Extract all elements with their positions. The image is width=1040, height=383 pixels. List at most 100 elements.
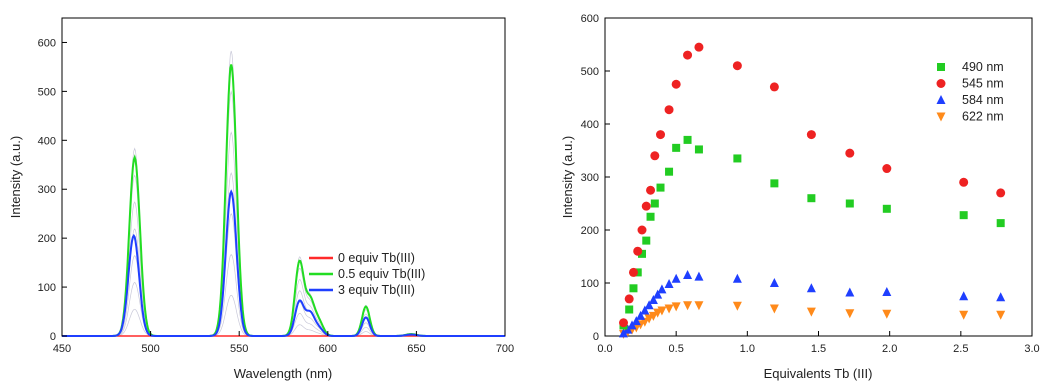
data-point-triangle-up <box>732 273 742 283</box>
data-point-circle <box>769 82 779 92</box>
data-point-triangle-down <box>648 311 658 321</box>
right-x-tick-label: 3.0 <box>1024 343 1039 355</box>
data-point-square <box>672 143 681 152</box>
data-point-circle <box>882 164 892 174</box>
data-point-circle <box>633 246 643 256</box>
left-legend: 0 equiv Tb(III) 0.5 equiv Tb(III) 3 equiv … <box>309 251 425 297</box>
spectrum-chart: 450 500 550 600 650 700 0 100 200 300 400 500 600 W… <box>8 17 514 381</box>
data-point-square <box>656 183 665 192</box>
data-point-triangle-up <box>619 328 629 338</box>
data-point-triangle-up <box>648 294 658 304</box>
data-point-square <box>646 212 655 221</box>
left-legend-label: 0.5 equiv Tb(III) <box>338 267 425 281</box>
right-legend-label: 622 nm <box>962 110 1004 124</box>
left-legend-label: 3 equiv Tb(III) <box>338 283 415 297</box>
data-point-circle <box>732 61 742 71</box>
right-legend-marker <box>936 112 946 122</box>
data-point-square <box>959 211 968 220</box>
data-point-circle <box>671 79 681 89</box>
right-y-tick-label: 500 <box>581 66 599 78</box>
data-point-triangle-up <box>640 305 650 315</box>
right-x-axis-label: Equivalents Tb (III) <box>764 366 873 381</box>
data-point-circle <box>650 151 660 161</box>
titration-curves <box>62 50 505 337</box>
left-x-ticks: 450 500 550 600 650 700 <box>53 331 514 355</box>
data-point-square <box>642 236 651 245</box>
right-x-tick-label: 0.5 <box>669 343 684 355</box>
left-x-axis-label: Wavelength (nm) <box>234 366 333 381</box>
data-point-triangle-down <box>769 304 779 314</box>
right-legend-label: 490 nm <box>962 60 1004 74</box>
right-x-tick-label: 1.5 <box>811 343 826 355</box>
data-point-triangle-down <box>640 317 650 327</box>
data-point-triangle-up <box>694 271 704 281</box>
data-point-triangle-up <box>653 289 663 299</box>
right-y-tick-label: 600 <box>581 13 599 25</box>
left-legend-label: 0 equiv Tb(III) <box>338 251 415 265</box>
data-point-triangle-up <box>631 316 641 326</box>
data-point-square <box>807 194 816 203</box>
titration-curve <box>62 90 505 337</box>
data-point-square <box>845 199 854 208</box>
right-y-ticks: 0 100 200 300 400 500 600 <box>581 13 610 343</box>
data-point-triangle-down <box>694 301 704 311</box>
data-point-square <box>665 167 674 176</box>
data-point-square <box>996 219 1005 228</box>
right-y-axis-label: Intensity (a.u.) <box>560 136 575 218</box>
left-x-tick-label: 550 <box>230 343 248 355</box>
right-x-tick-label: 2.0 <box>882 343 897 355</box>
right-legend-label: 584 nm <box>962 93 1004 107</box>
data-point-circle <box>641 201 651 211</box>
data-point-triangle-up <box>845 287 855 297</box>
data-point-triangle-down <box>845 309 855 319</box>
left-y-ticks: 0 100 200 300 400 500 600 <box>38 37 67 343</box>
data-point-circle <box>628 267 638 277</box>
data-point-triangle-down <box>732 301 742 311</box>
right-x-tick-label: 2.5 <box>953 343 968 355</box>
left-plot-frame <box>61 17 506 337</box>
data-point-triangle-up <box>671 273 681 283</box>
data-point-triangle-down <box>683 301 693 311</box>
data-point-triangle-up <box>683 270 693 280</box>
data-point-circle <box>664 105 674 115</box>
right-legend-marker <box>937 63 945 71</box>
data-point-square <box>629 284 638 293</box>
data-point-circle <box>806 130 816 140</box>
spectrum-line-2 <box>62 189 505 337</box>
left-y-tick-label: 100 <box>38 282 56 294</box>
left-y-tick-label: 500 <box>38 86 56 98</box>
scatter-series <box>619 42 1006 339</box>
right-x-tick-label: 0.0 <box>597 343 612 355</box>
data-point-circle <box>683 50 693 60</box>
data-point-triangle-up <box>882 287 892 297</box>
data-point-triangle-up <box>644 300 654 310</box>
data-point-triangle-down <box>671 302 681 312</box>
data-point-square <box>638 249 647 258</box>
data-point-triangle-down <box>664 304 674 314</box>
data-point-circle <box>959 177 969 187</box>
spectrum-series <box>62 64 505 337</box>
left-x-tick-label: 650 <box>407 343 425 355</box>
data-point-square <box>694 145 703 154</box>
data-point-triangle-down <box>657 306 667 316</box>
data-point-circle <box>624 294 634 304</box>
left-y-tick-label: 600 <box>38 37 56 49</box>
right-y-tick-label: 100 <box>581 278 599 290</box>
right-legend-marker <box>936 79 946 88</box>
right-legend-marker <box>936 95 946 104</box>
data-point-circle <box>646 185 656 195</box>
data-point-square <box>882 204 891 213</box>
right-y-tick-label: 200 <box>581 225 599 237</box>
data-point-circle <box>637 225 647 235</box>
left-x-tick-label: 450 <box>53 343 71 355</box>
left-y-tick-label: 0 <box>50 331 56 343</box>
right-x-ticks: 0.0 0.5 1.0 1.5 2.0 2.5 3.0 <box>597 331 1040 355</box>
right-y-tick-label: 300 <box>581 172 599 184</box>
left-y-axis-label: Intensity (a.u.) <box>8 136 23 218</box>
right-x-tick-label: 1.0 <box>740 343 755 355</box>
data-point-triangle-up <box>636 310 646 320</box>
data-point-circle <box>845 148 855 158</box>
data-point-triangle-down <box>806 307 816 317</box>
data-point-square <box>683 135 692 144</box>
